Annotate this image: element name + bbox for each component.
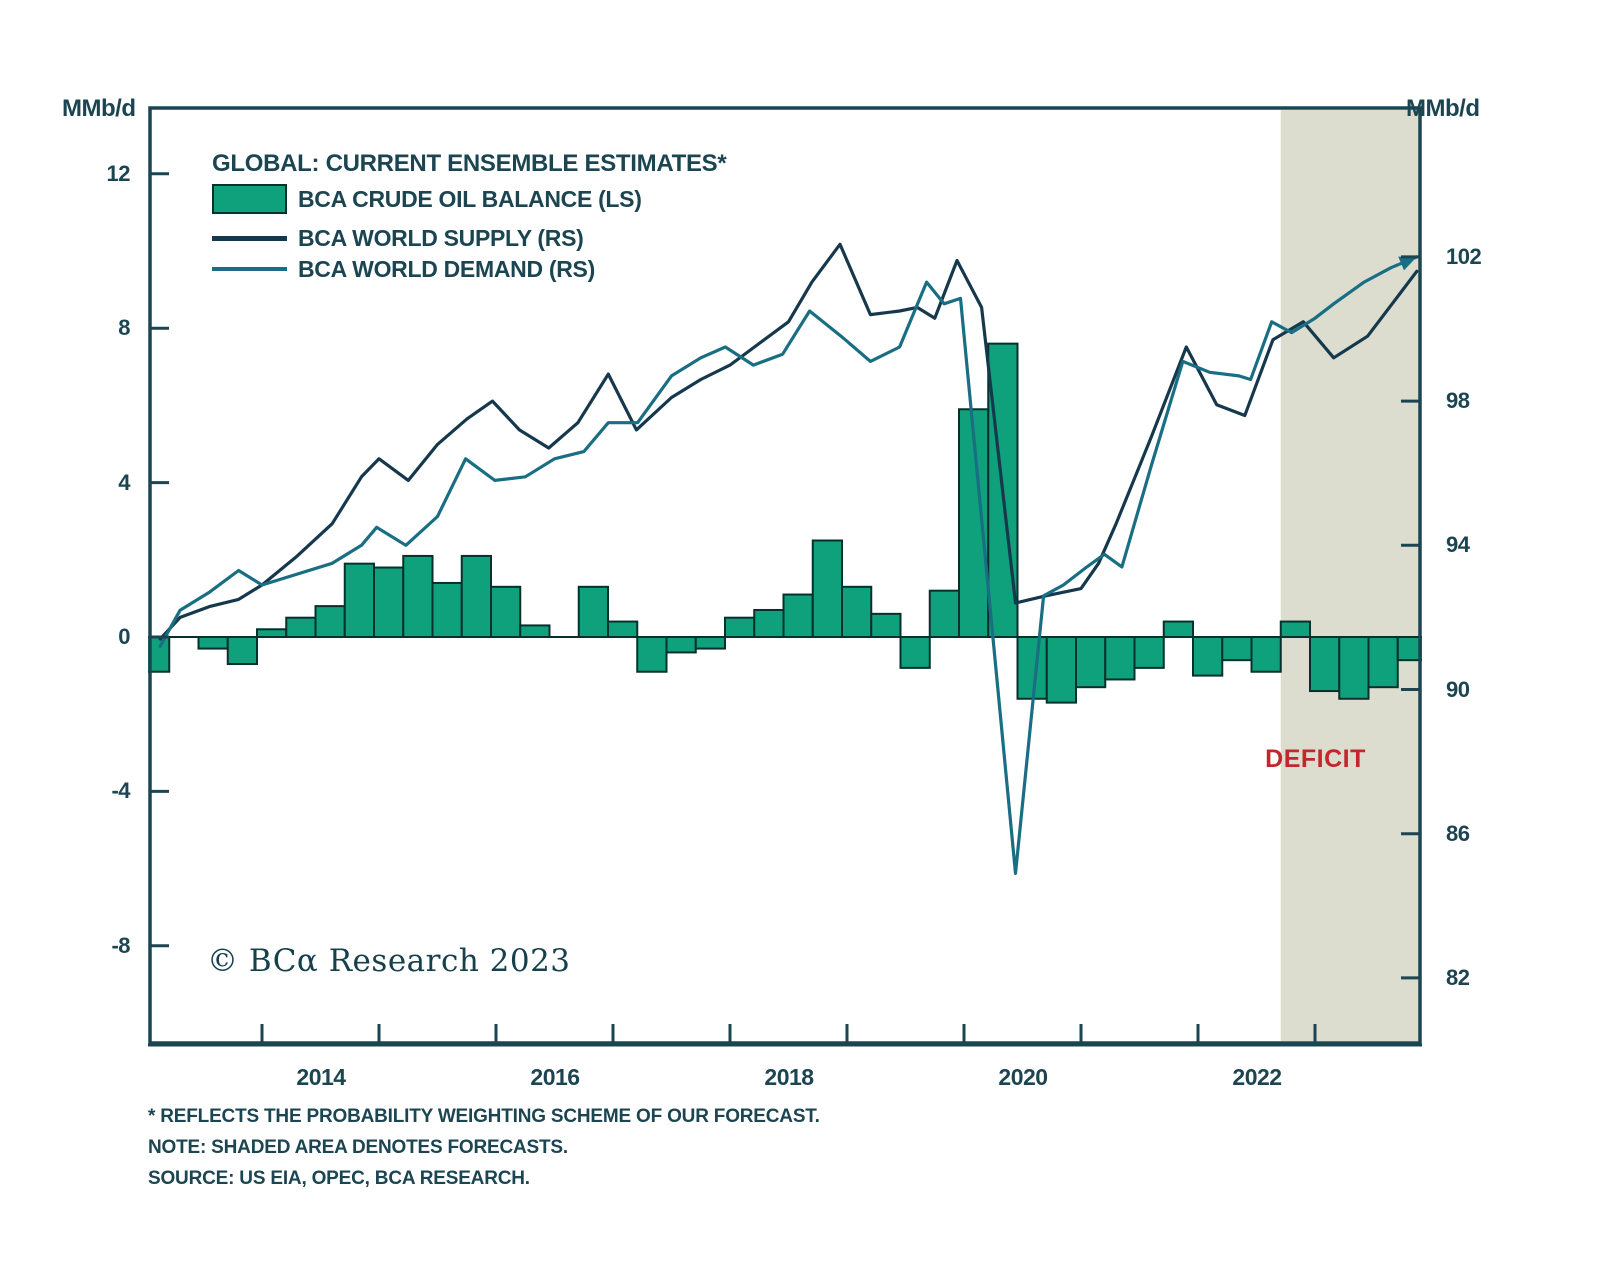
balance-bar: [314, 605, 346, 638]
balance-bar: [636, 636, 668, 673]
demand-line-series: [158, 255, 1419, 875]
balance-bar: [870, 612, 902, 639]
footnote-probability: * REFLECTS THE PROBABILITY WEIGHTING SCH…: [148, 1106, 820, 1127]
balance-bar: [1133, 636, 1165, 669]
right-axis-tick-label: 98: [1446, 388, 1470, 413]
balance-bar: [460, 554, 492, 638]
balance-bar: [811, 539, 843, 638]
balance-bar: [1309, 636, 1341, 693]
balance-bar: [1162, 620, 1194, 638]
balance-bar: [148, 636, 171, 673]
right-axis-tick-label: 90: [1446, 677, 1470, 702]
legend-label-demand: BCA WORLD DEMAND (RS): [298, 255, 595, 282]
right-axis-tick-label: 94: [1446, 532, 1470, 557]
balance-bar: [285, 616, 317, 639]
balance-bar: [1016, 636, 1048, 700]
balance-bar: [782, 593, 814, 638]
balance-bar: [519, 624, 551, 638]
balance-bar: [1367, 636, 1399, 689]
legend-item-balance: BCA CRUDE OIL BALANCE (LS): [212, 183, 642, 215]
balance-bar: [841, 585, 873, 639]
year-label: 2016: [530, 1064, 580, 1090]
balance-bar: [197, 636, 229, 650]
balance-bar: [226, 636, 258, 666]
supply-line-series: [158, 242, 1419, 641]
balance-bar: [1338, 636, 1370, 700]
balance-bar-swatch-icon: [212, 184, 287, 214]
balance-bar: [1396, 636, 1422, 662]
legend-label-balance: BCA CRUDE OIL BALANCE (LS): [298, 185, 642, 212]
balance-bar: [1192, 636, 1224, 677]
balance-bar: [928, 589, 960, 638]
plot-frame: [148, 106, 1422, 1045]
balance-bar: [343, 562, 375, 638]
left-axis-tick-label: 12: [106, 161, 131, 186]
left-axis-tick-label: 4: [118, 470, 130, 495]
legend-label-supply: BCA WORLD SUPPLY (RS): [298, 224, 584, 251]
footnote-shaded-area: NOTE: SHADED AREA DENOTES FORECASTS.: [148, 1137, 568, 1158]
balance-bar: [1279, 620, 1311, 638]
demand-line-swatch-icon: [212, 267, 287, 271]
balance-bar: [431, 581, 463, 639]
deficit-annotation: DEFICIT: [1265, 745, 1366, 773]
left-axis-tick-label: 0: [118, 624, 130, 649]
balance-bar: [665, 636, 697, 654]
balance-bar: [1075, 636, 1107, 689]
balance-bar: [607, 620, 639, 638]
right-axis-unit: MMb/d: [1406, 95, 1480, 122]
year-label: 2018: [764, 1064, 814, 1090]
supply-line-swatch-icon: [212, 235, 287, 241]
balance-bars-series: [148, 342, 1422, 704]
balance-bar: [373, 566, 405, 639]
right-axis-tick-label: 86: [1446, 821, 1470, 846]
legend-item-demand: BCA WORLD DEMAND (RS): [212, 255, 595, 283]
balance-bar: [1250, 636, 1282, 673]
balance-bar: [753, 608, 785, 638]
year-label: 2022: [1232, 1064, 1282, 1090]
left-axis-tick-label: 8: [118, 315, 130, 340]
right-axis-tick-label: 102: [1446, 244, 1482, 269]
demand-arrowhead-icon: [1398, 256, 1417, 271]
right-axis-tick-label: 82: [1446, 965, 1470, 990]
footnote-source: SOURCE: US EIA, OPEC, BCA RESEARCH.: [148, 1168, 530, 1189]
legend-item-supply: BCA WORLD SUPPLY (RS): [212, 224, 584, 252]
balance-bar: [402, 554, 434, 638]
axis-ticks: [150, 172, 1420, 1043]
year-label: 2020: [998, 1064, 1048, 1090]
left-axis-unit: MMb/d: [62, 95, 136, 122]
balance-bar: [1104, 636, 1136, 681]
copyright-text: © BCα Research 2023: [207, 943, 571, 979]
left-axis-tick-label: -8: [111, 933, 130, 958]
balance-bar: [256, 628, 288, 639]
balance-bar: [899, 636, 931, 669]
balance-bar: [490, 585, 522, 639]
balance-bar: [724, 616, 756, 639]
year-label: 2014: [296, 1064, 346, 1090]
chart-title: GLOBAL: CURRENT ENSEMBLE ESTIMATES*: [212, 150, 727, 177]
left-axis-tick-label: -4: [111, 778, 130, 803]
balance-bar: [1221, 636, 1253, 662]
balance-bar: [577, 585, 609, 639]
forecast-shaded-area: [1280, 110, 1419, 1041]
balance-bar: [1045, 636, 1077, 704]
balance-bar: [694, 636, 726, 650]
